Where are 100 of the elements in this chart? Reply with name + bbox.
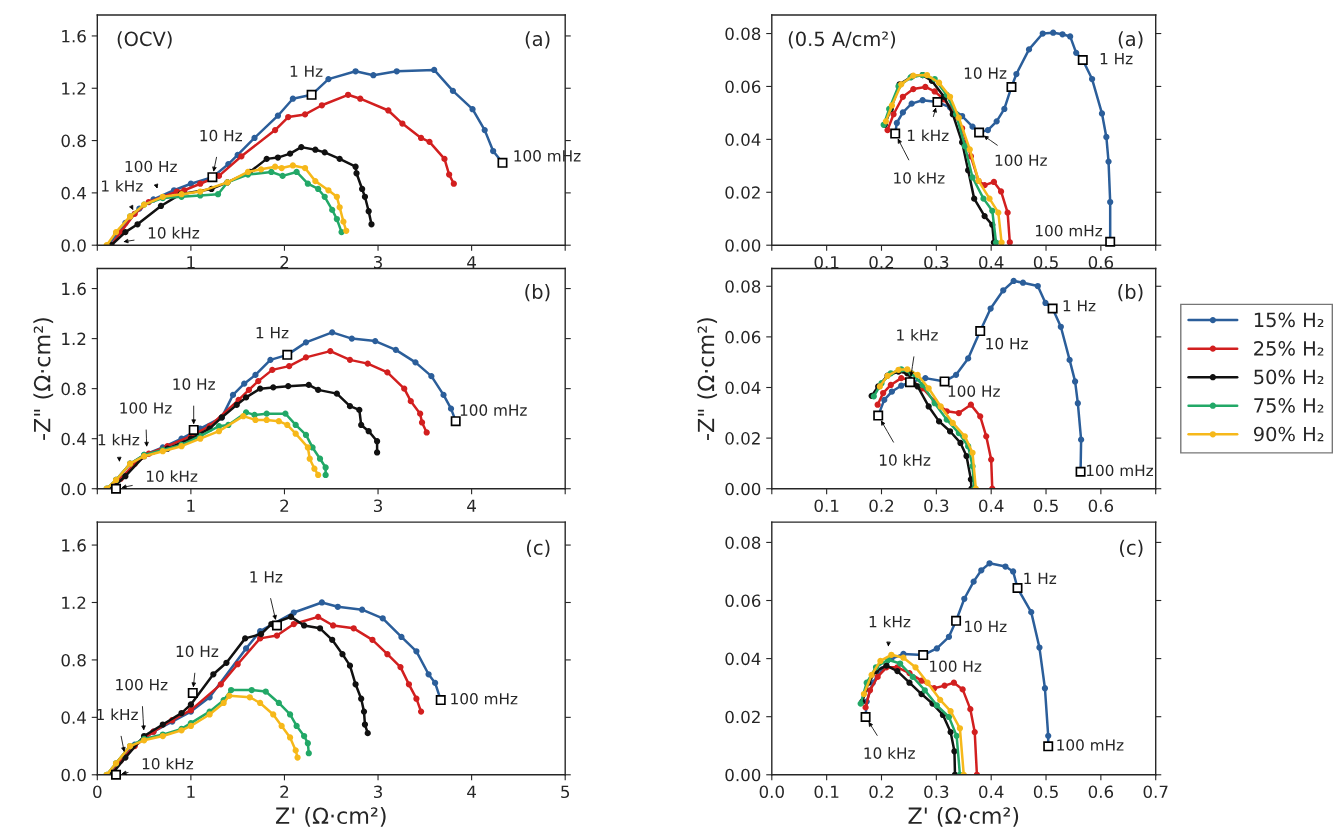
annotation: 100 mHz — [1057, 739, 1124, 751]
annotation: 100 mHz — [451, 693, 518, 705]
y-tick-label: 0.4 — [61, 432, 86, 446]
x-tick-label: 0.2 — [869, 255, 894, 269]
y-tick-label: 1.2 — [62, 332, 86, 345]
y-tick-label: 0.8 — [61, 134, 86, 148]
y-tick-label: 0.08 — [725, 280, 761, 293]
annotation: 10 kHz — [142, 757, 194, 770]
x-tick-label: 2 — [280, 785, 289, 798]
y-tick-label: 0.0 — [61, 768, 86, 782]
annotation: 10 kHz — [146, 470, 198, 483]
x-tick-label: 0 — [93, 785, 102, 799]
x-tick-label: 1 — [187, 785, 195, 798]
x-tick-label: 0.2 — [869, 785, 894, 799]
x-tick-label: 0.1 — [814, 255, 839, 269]
x-tick-label: 0.6 — [1088, 785, 1114, 799]
y-tick-label: 1.2 — [62, 596, 86, 609]
annotation: 1 Hz — [290, 65, 323, 77]
x-tick-label: 1 — [187, 256, 195, 269]
y-tick-label: 0.0 — [61, 239, 86, 252]
y-tick-label: 0.08 — [725, 27, 761, 41]
annotation: 100 Hz — [125, 160, 177, 173]
y-tick-label: 0.00 — [725, 768, 761, 782]
y-tick-label: 0.02 — [725, 432, 760, 445]
y-tick-label: 0.00 — [725, 239, 761, 252]
x-tick-label: 0.6 — [1088, 499, 1114, 513]
y-tick-label: 0.06 — [725, 594, 761, 608]
annotation: 10 Hz — [986, 337, 1028, 350]
annotation: (b) — [525, 283, 550, 302]
y-tick-label: 0.06 — [725, 330, 761, 344]
annotation: 10 Hz — [200, 129, 242, 142]
x-tick-label: 2 — [280, 499, 289, 512]
annotation: 100 Hz — [948, 385, 1000, 397]
annotation: 10 Hz — [965, 620, 1007, 633]
y-tick-label: 0.02 — [725, 186, 760, 199]
y-tick-label: 1.6 — [62, 282, 86, 296]
x-axis-title: Z' (Ω·cm²) — [908, 806, 1019, 827]
y-tick-label: 0.04 — [725, 381, 761, 395]
x-tick-label: 0.1 — [814, 499, 839, 513]
annotation: 1 kHz — [869, 615, 911, 628]
annotation: 1 Hz — [256, 327, 289, 339]
y-tick-label: 0.04 — [725, 652, 761, 666]
y-tick-label: 0.02 — [725, 710, 760, 724]
x-tick-label: 0.5 — [1033, 499, 1058, 513]
x-tick-label: 0.1 — [814, 785, 839, 799]
y-tick-label: 0.8 — [61, 653, 86, 667]
x-tick-label: 0.4 — [979, 255, 1004, 269]
legend-label: 15% H₂ — [1254, 312, 1324, 328]
annotation: 1 Hz — [1100, 53, 1133, 65]
y-tick-label: 1.6 — [62, 539, 86, 552]
x-tick-label: 4 — [467, 785, 476, 798]
y-tick-label: 0.4 — [61, 711, 86, 724]
x-tick-label: 0.3 — [924, 255, 949, 269]
x-tick-label: 4 — [467, 256, 476, 269]
y-tick-label: 0.4 — [61, 186, 86, 200]
annotation: (0.5 A/cm²) — [788, 31, 896, 49]
annotation: 10 kHz — [864, 747, 915, 759]
annotation: (OCV) — [117, 31, 172, 49]
x-tick-label: 3 — [374, 499, 382, 513]
annotation: 100 Hz — [930, 660, 982, 673]
annotation: (a) — [525, 31, 550, 49]
x-tick-label: 0.5 — [1033, 255, 1058, 269]
annotation: 100 mHz — [1086, 464, 1154, 477]
annotation: 1 kHz — [897, 328, 938, 341]
x-axis-title: Z' (Ω·cm²) — [275, 806, 386, 827]
annotation: (a) — [1118, 31, 1143, 49]
x-tick-label: 0.7 — [1143, 785, 1168, 799]
x-tick-label: 1 — [187, 499, 195, 512]
annotation: 1 Hz — [1063, 300, 1096, 312]
x-tick-label: 0.0 — [759, 785, 784, 799]
x-tick-label: 3 — [374, 255, 382, 269]
x-tick-label: 2 — [280, 255, 289, 269]
x-tick-label: 0.2 — [869, 499, 894, 513]
y-tick-label: 0.06 — [725, 80, 761, 94]
y-tick-label: 0.0 — [61, 482, 86, 496]
annotation: 10 Hz — [173, 378, 215, 390]
x-tick-label: 0.4 — [979, 499, 1004, 513]
y-tick-label: 0.08 — [725, 536, 761, 549]
annotation: 1 Hz — [250, 571, 283, 583]
annotation: 10 kHz — [879, 454, 931, 466]
y-axis-title: -Z" (Ω·cm²) — [33, 318, 54, 440]
legend-label: 75% H₂ — [1254, 398, 1324, 413]
annotation: 100 Hz — [995, 154, 1047, 167]
annotation: 10 Hz — [964, 67, 1007, 79]
annotation: 1 kHz — [102, 179, 143, 192]
annotation: (c) — [1120, 539, 1143, 558]
x-tick-label: 0.3 — [924, 499, 949, 513]
y-tick-label: 0.04 — [725, 133, 761, 146]
x-tick-label: 0.5 — [1033, 785, 1058, 799]
x-tick-label: 0.6 — [1088, 255, 1114, 269]
y-tick-label: 1.2 — [62, 82, 86, 95]
annotation: 10 kHz — [148, 226, 200, 239]
annotation: 100 mHz — [1036, 224, 1103, 237]
annotation: (c) — [526, 539, 550, 558]
annotation: 1 kHz — [98, 433, 140, 446]
x-tick-label: 5 — [561, 785, 570, 799]
x-tick-label: 0.3 — [924, 785, 949, 799]
y-tick-label: 0.00 — [725, 482, 761, 496]
annotation: 100 mHz — [460, 404, 527, 416]
x-tick-label: 0.4 — [979, 785, 1004, 799]
